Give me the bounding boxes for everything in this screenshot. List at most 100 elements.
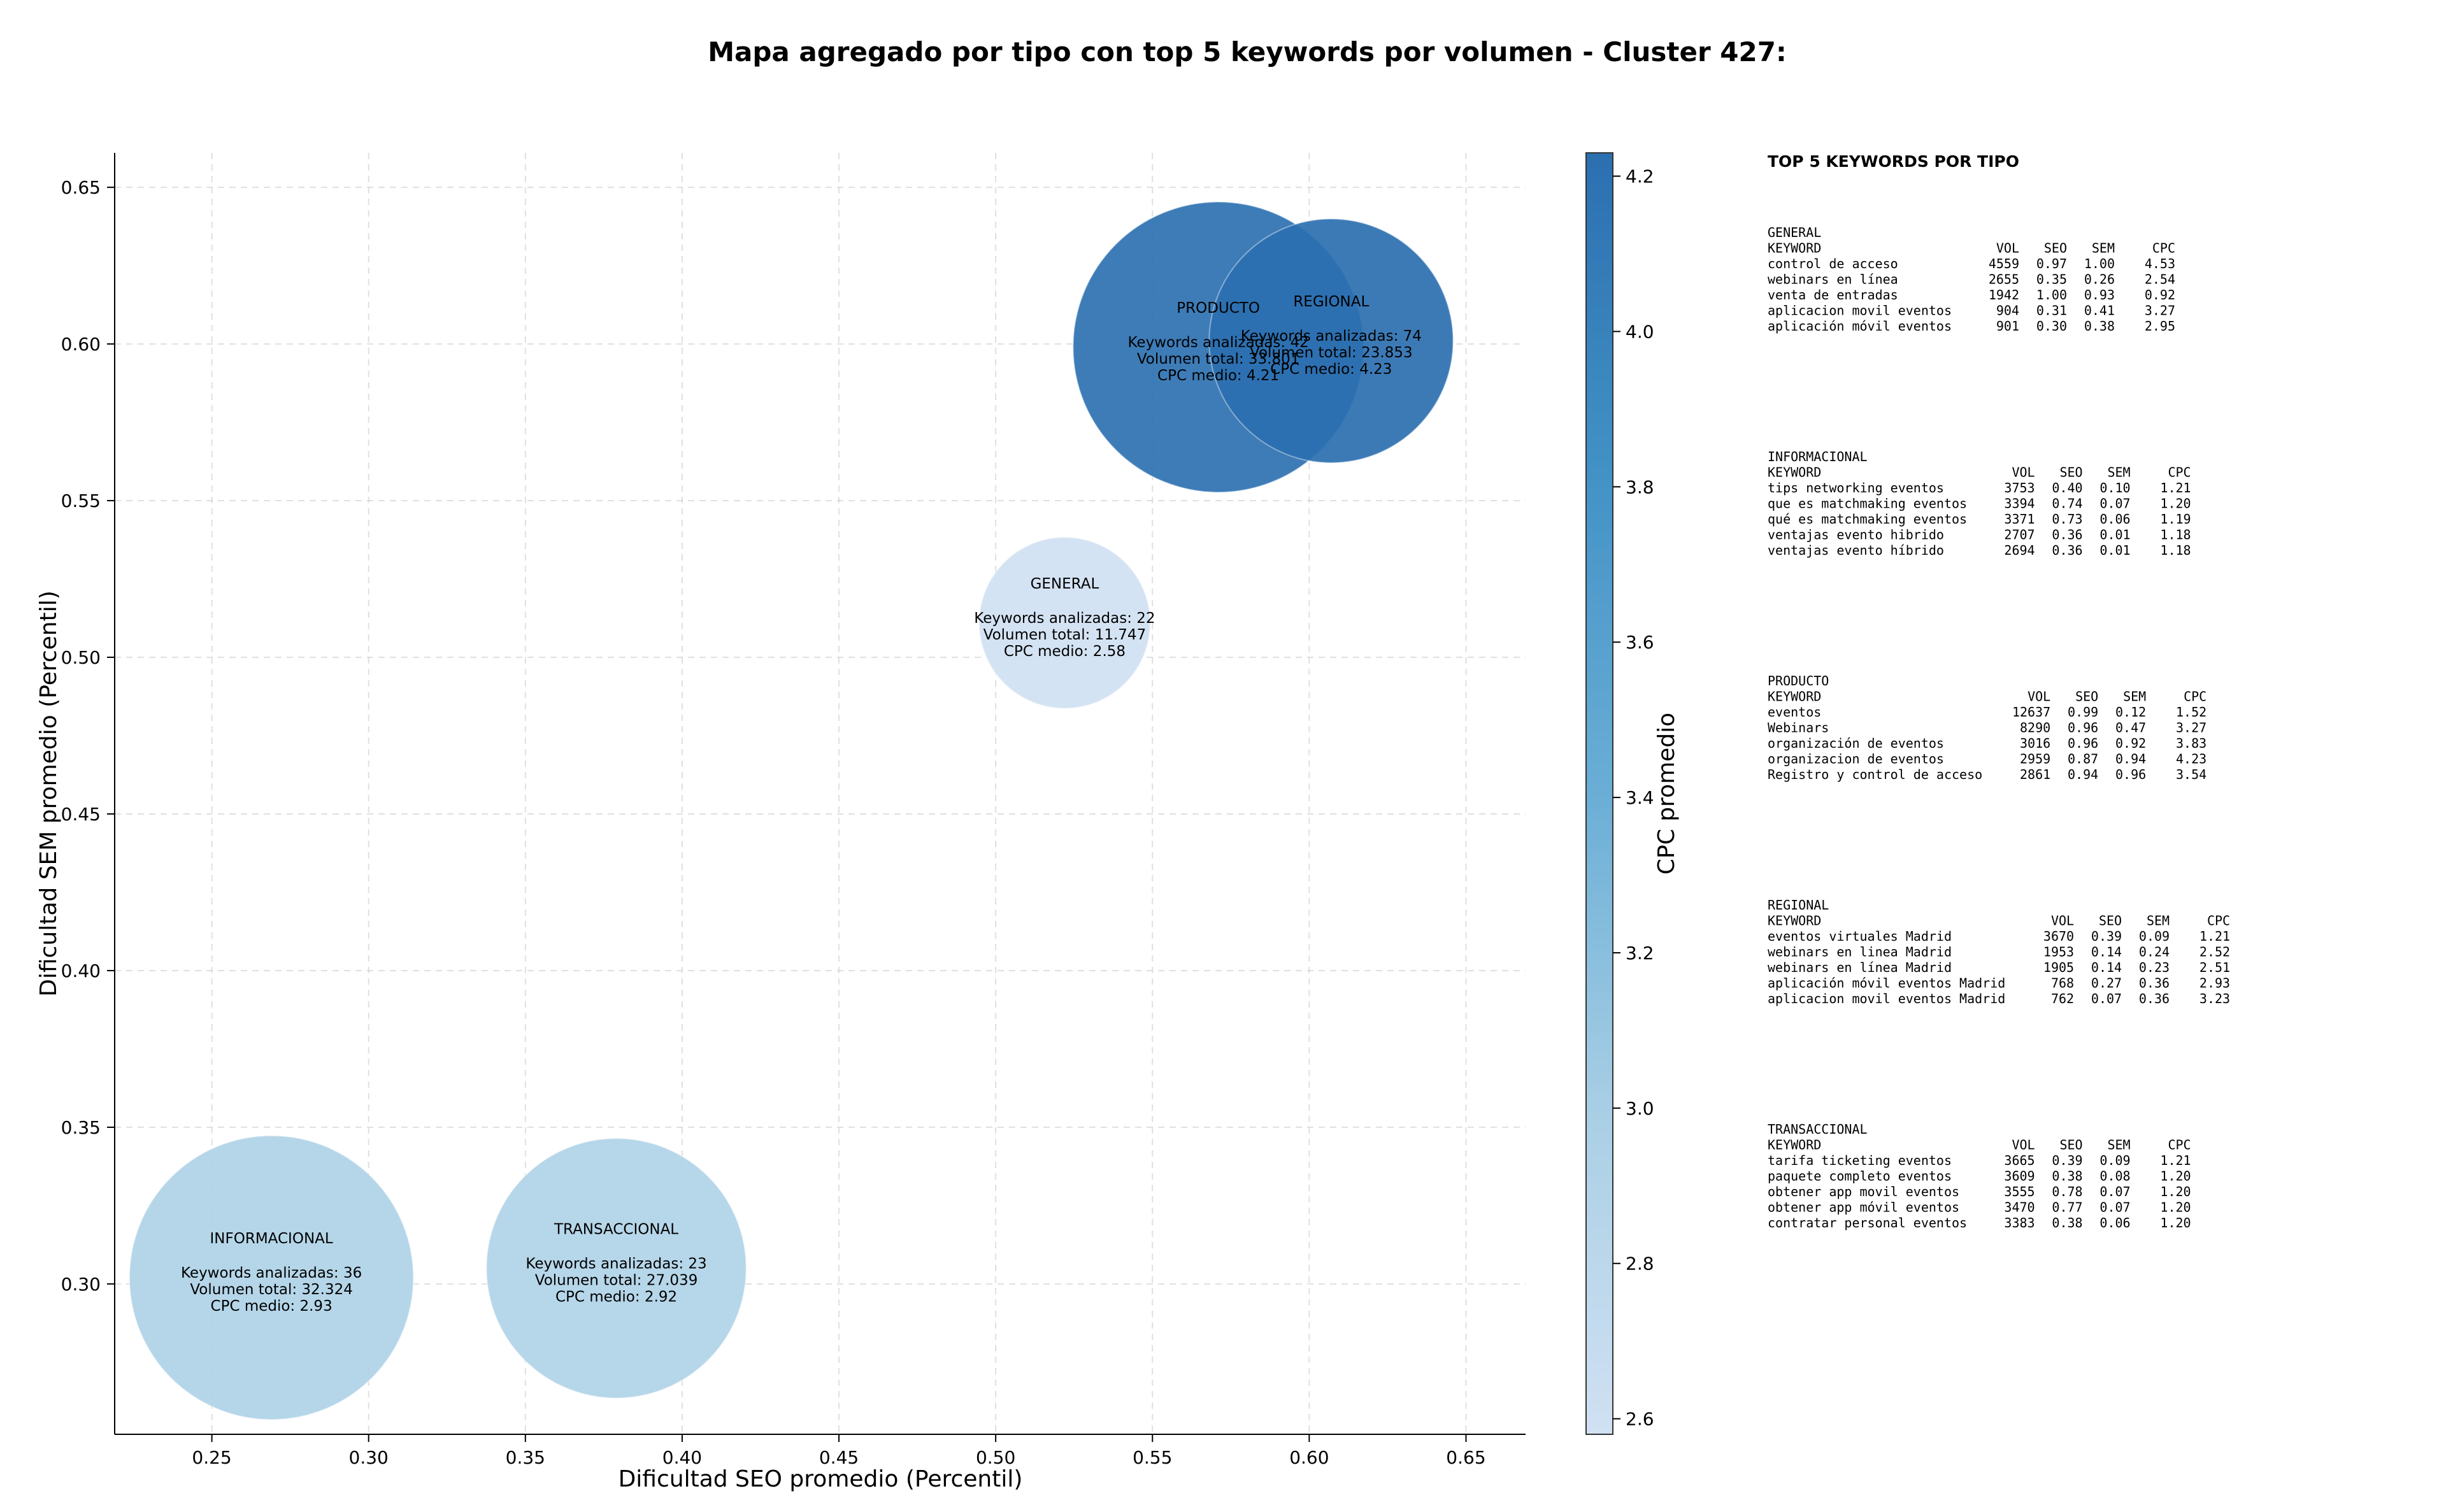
cell-vol: 3016: [2020, 736, 2050, 751]
y-axis-label: Dificultad SEM promedio (Percentil): [36, 590, 62, 997]
x-tick-label: 0.65: [1446, 1447, 1485, 1468]
cell-seo: 0.78: [2052, 1184, 2082, 1199]
cell-sem: 0.06: [2099, 1215, 2130, 1230]
bubble-label-volumen_line: Volumen total: 23.853: [1250, 345, 1413, 361]
bubble-label-cpc_line: CPC medio: 2.58: [1004, 643, 1126, 660]
column-header-keyword: KEYWORD: [1768, 241, 1821, 256]
cell-sem: 0.08: [2099, 1169, 2130, 1184]
cell-sem: 0.24: [2139, 945, 2170, 960]
cell-sem: 0.07: [2099, 496, 2130, 511]
cell-keyword: eventos virtuales Madrid: [1768, 929, 1952, 944]
cell-vol: 901: [1996, 318, 2019, 334]
side-panel-title: TOP 5 KEYWORDS POR TIPO: [1768, 152, 2019, 171]
cell-seo: 0.99: [2068, 704, 2098, 720]
cell-sem: 0.38: [2084, 318, 2115, 334]
bubble-label-volumen_line: Volumen total: 27.039: [535, 1272, 698, 1288]
colorbar-tick-label: 3.2: [1626, 943, 1654, 964]
cell-sem: 0.23: [2139, 960, 2170, 975]
cell-keyword: organización de eventos: [1768, 736, 1944, 751]
cell-sem: 0.12: [2115, 704, 2146, 720]
cell-vol: 3753: [2004, 480, 2035, 496]
cell-keyword: tarifa ticketing eventos: [1768, 1153, 1952, 1168]
cell-sem: 0.47: [2115, 720, 2146, 736]
cell-cpc: 1.21: [2160, 1153, 2191, 1168]
cell-seo: 0.96: [2068, 720, 2098, 736]
y-tick-label: 0.45: [61, 804, 101, 825]
bubbles: [129, 201, 1454, 1420]
x-tick-label: 0.35: [506, 1447, 545, 1468]
cell-sem: 0.07: [2099, 1184, 2130, 1199]
column-header-sem: SEM: [2147, 913, 2170, 929]
cell-vol: 2959: [2020, 752, 2050, 767]
cell-cpc: 3.23: [2199, 991, 2230, 1006]
cell-cpc: 2.93: [2199, 976, 2230, 991]
cell-keyword: tips networking eventos: [1768, 480, 1944, 496]
bubble-label-tipo: REGIONAL: [1293, 294, 1369, 310]
column-header-seo: SEO: [2075, 689, 2098, 704]
cell-vol: 2861: [2020, 767, 2050, 782]
cell-keyword: aplicacion movil eventos Madrid: [1768, 991, 2005, 1006]
cell-keyword: venta de entradas: [1768, 287, 1898, 303]
cell-keyword: aplicacion movil eventos: [1768, 303, 1952, 318]
column-header-sem: SEM: [2092, 241, 2115, 256]
x-tick-label: 0.55: [1133, 1447, 1172, 1468]
cell-seo: 0.87: [2068, 752, 2098, 767]
cell-cpc: 1.20: [2160, 1169, 2191, 1184]
cell-keyword: ventajas evento híbrido: [1768, 543, 1944, 558]
cell-vol: 3555: [2004, 1184, 2035, 1199]
cell-seo: 0.14: [2091, 960, 2122, 975]
column-header-keyword: KEYWORD: [1768, 913, 1821, 929]
cell-vol: 3670: [2043, 929, 2074, 944]
cell-sem: 0.96: [2115, 767, 2146, 782]
cell-keyword: que es matchmaking eventos: [1768, 496, 1967, 511]
cell-cpc: 3.27: [2145, 303, 2175, 318]
group-title: PRODUCTO: [1768, 673, 1829, 688]
chart-title: Mapa agregado por tipo con top 5 keyword…: [708, 36, 1787, 68]
cell-sem: 1.00: [2084, 256, 2115, 271]
column-header-keyword: KEYWORD: [1768, 689, 1821, 704]
cell-sem: 0.06: [2099, 511, 2130, 527]
cell-seo: 1.00: [2036, 287, 2067, 303]
cell-keyword: aplicación móvil eventos: [1768, 318, 1952, 334]
colorbar-label: CPC promedio: [1654, 713, 1680, 874]
cell-vol: 12637: [2012, 704, 2050, 720]
column-header-seo: SEO: [2044, 241, 2067, 256]
cell-keyword: contratar personal eventos: [1768, 1215, 1967, 1230]
cell-keyword: eventos: [1768, 704, 1821, 720]
cell-seo: 0.27: [2091, 976, 2122, 991]
column-header-vol: VOL: [1996, 241, 2019, 256]
column-header-sem: SEM: [2107, 1138, 2130, 1153]
bubble-regional: [1208, 218, 1454, 464]
column-header-cpc: CPC: [2184, 689, 2206, 704]
cell-sem: 0.36: [2139, 991, 2170, 1006]
column-header-cpc: CPC: [2207, 913, 2230, 929]
cell-seo: 0.40: [2052, 480, 2082, 496]
cell-cpc: 1.19: [2160, 511, 2191, 527]
column-header-cpc: CPC: [2168, 1138, 2191, 1153]
cell-sem: 0.93: [2084, 287, 2115, 303]
cell-cpc: 2.52: [2199, 945, 2230, 960]
colorbar-tick-label: 3.0: [1626, 1098, 1654, 1119]
column-header-vol: VOL: [2012, 1138, 2035, 1153]
cell-cpc: 1.21: [2199, 929, 2230, 944]
cell-sem: 0.07: [2099, 1200, 2130, 1215]
bubble-label-tipo: PRODUCTO: [1177, 300, 1260, 317]
cell-sem: 0.09: [2139, 929, 2170, 944]
x-tick-label: 0.25: [192, 1447, 231, 1468]
colorbar-tick-label: 2.6: [1626, 1409, 1654, 1430]
column-header-keyword: KEYWORD: [1768, 1138, 1821, 1153]
bubble-transaccional: [485, 1138, 747, 1399]
bubble-label-keywords_line: Keywords analizadas: 36: [181, 1265, 362, 1281]
cell-keyword: qué es matchmaking eventos: [1768, 511, 1967, 527]
y-tick-label: 0.35: [61, 1117, 101, 1138]
cell-vol: 4559: [1989, 256, 2019, 271]
cell-vol: 2655: [1989, 272, 2019, 287]
bubble-label-cpc_line: CPC medio: 2.93: [211, 1298, 333, 1315]
group-title: TRANSACCIONAL: [1768, 1122, 1868, 1137]
cell-seo: 0.07: [2091, 991, 2122, 1006]
column-header-cpc: CPC: [2168, 465, 2191, 480]
cell-vol: 1953: [2043, 945, 2074, 960]
